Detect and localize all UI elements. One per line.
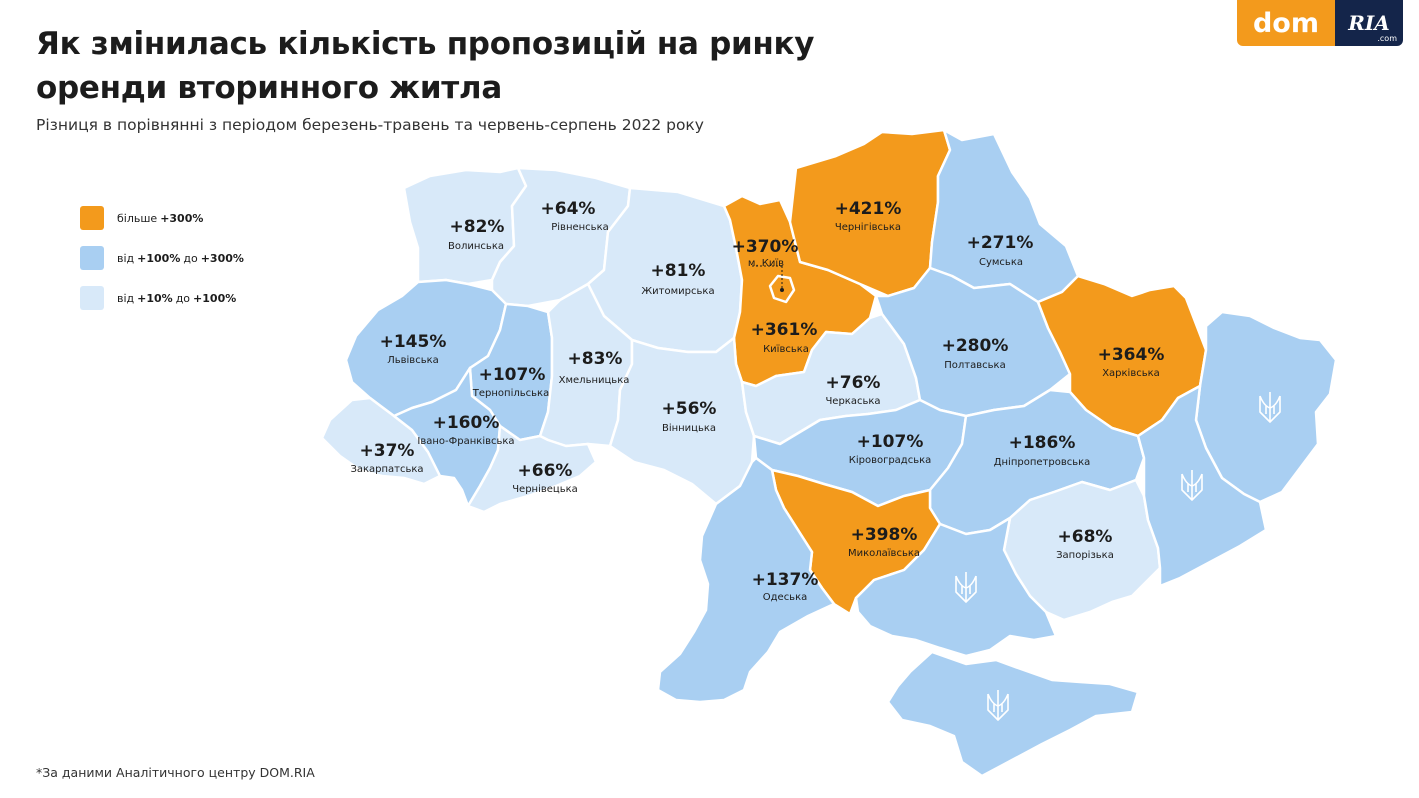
label-dnipro-name: Дніпропетровська	[994, 456, 1091, 468]
trident-icon	[1181, 470, 1203, 501]
region-shapes	[320, 128, 1338, 778]
legend-prefix: від	[117, 291, 135, 305]
label-volyn-name: Волинська	[448, 241, 504, 252]
label-sumy-name: Сумська	[979, 257, 1023, 268]
legend-swatch-high	[80, 206, 104, 230]
page-title-line-2: оренди вторинного житла	[36, 70, 502, 106]
label-kyiv-city-name: м. Київ	[748, 258, 784, 269]
label-vinnytsia-change: +56%	[662, 399, 717, 419]
logo-ria-text: RIA	[1348, 11, 1390, 35]
label-chernivtsi-change: +66%	[518, 461, 573, 481]
label-kirovohrad-change: +107%	[857, 432, 924, 452]
label-dnipro-change: +186%	[1009, 433, 1076, 453]
legend-item-mid: від +100% до +300%	[80, 246, 244, 270]
label-kyiv-oblast-name: Київська	[763, 344, 809, 355]
page-title-line-1: Як змінилась кількість пропозицій на рин…	[36, 26, 815, 62]
label-cherkasy-change: +76%	[826, 373, 881, 393]
legend-prefix: від	[117, 251, 135, 265]
label-chernivtsi-name: Чернівецька	[512, 483, 578, 495]
label-rivne-name: Рівненська	[551, 221, 609, 233]
legend-middle: до	[183, 251, 198, 265]
label-vinnytsia-name: Вінницька	[662, 422, 716, 434]
label-lviv-name: Львівська	[387, 354, 439, 366]
legend-item-low: від +10% до +100%	[80, 286, 244, 310]
label-zakarpattia-change: +37%	[360, 441, 415, 461]
legend-swatch-mid	[80, 246, 104, 270]
label-odesa-change: +137%	[752, 570, 819, 590]
region-vinnytsia[interactable]	[608, 336, 756, 506]
label-cherkasy-name: Черкаська	[825, 396, 880, 407]
region-labels: +82% Волинська +64% Рівненська +81% Жито…	[350, 199, 1164, 603]
label-zakarpattia-name: Закарпатська	[350, 464, 423, 475]
legend-value-from: +300%	[160, 211, 204, 225]
label-kirovohrad-name: Кіровоградська	[849, 454, 932, 466]
label-odesa-name: Одеська	[763, 592, 808, 603]
label-kyiv-oblast-change: +361%	[751, 320, 818, 340]
logo-com-text: .com	[1377, 34, 1397, 43]
legend-item-high: більше +300%	[80, 206, 244, 230]
label-poltava-name: Полтавська	[944, 360, 1005, 371]
label-poltava-change: +280%	[942, 336, 1009, 356]
page-title: Як змінилась кількість пропозицій на рин…	[36, 22, 876, 110]
label-zhytomyr-change: +81%	[651, 261, 706, 281]
label-kharkiv-change: +364%	[1098, 345, 1165, 365]
label-zhytomyr-name: Житомирська	[641, 286, 714, 297]
label-khmelnytskyi-name: Хмельницька	[559, 375, 630, 386]
label-volyn-change: +82%	[450, 217, 505, 237]
legend-value-to: +100%	[193, 291, 237, 305]
label-khmelnytskyi-change: +83%	[568, 349, 623, 369]
occupied-tridents	[955, 392, 1281, 721]
label-ivano-frankivsk-name: Івано-Франківська	[417, 435, 514, 447]
trident-icon	[1259, 392, 1281, 423]
label-zaporizhzhia-change: +68%	[1058, 527, 1113, 547]
label-mykolaiv-change: +398%	[851, 525, 918, 545]
legend-prefix: більше	[117, 211, 158, 225]
logo-dom-part: dom	[1236, 0, 1335, 46]
label-chernihiv-change: +421%	[835, 199, 902, 219]
source-footnote: *За даними Аналітичного центру DOM.RIA	[36, 765, 315, 780]
trident-icon	[955, 572, 977, 603]
label-chernihiv-name: Чернігівська	[835, 221, 901, 233]
region-chernivtsi[interactable]	[466, 424, 598, 514]
trident-icon	[987, 690, 1009, 721]
label-sumy-change: +271%	[967, 233, 1034, 253]
logo-ria-part: RIA .com	[1335, 0, 1403, 46]
label-mykolaiv-name: Миколаївська	[848, 548, 920, 559]
legend-swatch-low	[80, 286, 104, 310]
legend-middle: до	[175, 291, 191, 305]
label-lviv-change: +145%	[380, 332, 447, 352]
label-kharkiv-name: Харківська	[1102, 367, 1160, 379]
legend-value-to: +300%	[200, 251, 244, 265]
legend-value-from: +10%	[137, 291, 173, 305]
region-rivne[interactable]	[490, 166, 632, 308]
region-zakarpattia[interactable]	[320, 396, 442, 486]
region-odesa[interactable]	[656, 456, 836, 704]
dom-ria-logo[interactable]: dom RIA .com	[1236, 0, 1403, 46]
label-kyiv-city-change: +370%	[732, 237, 799, 257]
kyiv-dashed-marker	[752, 265, 784, 292]
label-rivne-change: +64%	[541, 199, 596, 219]
map-legend: більше +300% від +100% до +300% від +10%…	[80, 206, 244, 326]
label-zaporizhzhia-name: Запорізька	[1056, 549, 1114, 561]
region-crimea[interactable]	[886, 650, 1140, 778]
label-ternopil-change: +107%	[479, 365, 546, 385]
legend-value-from: +100%	[137, 251, 181, 265]
page-subtitle: Різниця в порівнянні з періодом березень…	[36, 116, 704, 134]
label-ivano-frankivsk-change: +160%	[433, 413, 500, 433]
label-ternopil-name: Тернопільська	[472, 387, 549, 399]
